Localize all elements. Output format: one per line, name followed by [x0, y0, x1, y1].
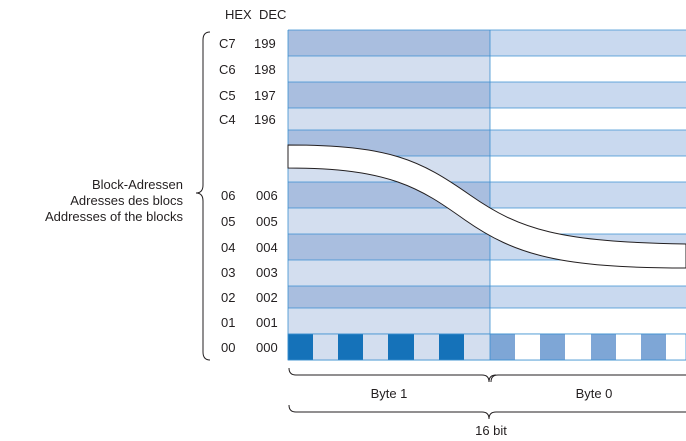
hex-03: 03	[221, 265, 235, 280]
hex-header: HEX	[225, 7, 252, 22]
address-gap-break	[287, 144, 686, 269]
bit-cells	[287, 333, 686, 361]
hex-05: 05	[221, 214, 235, 229]
dec-005: 005	[256, 214, 278, 229]
block-address-label-fr: Adresses des blocs	[70, 193, 183, 208]
hex-06: 06	[221, 188, 235, 203]
hex-04: 04	[221, 240, 235, 255]
block-address-label-de: Block-Adressen	[92, 177, 183, 192]
dec-006: 006	[256, 188, 278, 203]
block-address-brace	[195, 31, 211, 361]
hex-01: 01	[221, 315, 235, 330]
hex-c6: C6	[219, 62, 236, 77]
byte0-brace	[490, 374, 686, 383]
block-address-label-en: Addresses of the blocks	[45, 209, 184, 224]
sixteen-bit-label: 16 bit	[475, 423, 507, 438]
dec-001: 001	[256, 315, 278, 330]
dec-196: 196	[254, 112, 276, 127]
byte1-brace	[288, 367, 497, 383]
hex-c5: C5	[219, 88, 236, 103]
dec-000: 000	[256, 340, 278, 355]
dec-header: DEC	[259, 7, 286, 22]
hex-02: 02	[221, 290, 235, 305]
byte0-label: Byte 0	[576, 386, 613, 401]
hex-c4: C4	[219, 112, 236, 127]
row-labels: C7 199 C6 198 C5 197 C4 196 06 006 05 00…	[219, 36, 278, 355]
memory-rows-top	[287, 29, 686, 361]
dec-002: 002	[256, 290, 278, 305]
byte1-label: Byte 1	[371, 386, 408, 401]
dec-198: 198	[254, 62, 276, 77]
dec-003: 003	[256, 265, 278, 280]
hex-c7: C7	[219, 36, 236, 51]
hex-00: 00	[221, 340, 235, 355]
sixteen-bit-brace	[288, 404, 686, 420]
dec-004: 004	[256, 240, 278, 255]
dec-197: 197	[254, 88, 276, 103]
dec-199: 199	[254, 36, 276, 51]
